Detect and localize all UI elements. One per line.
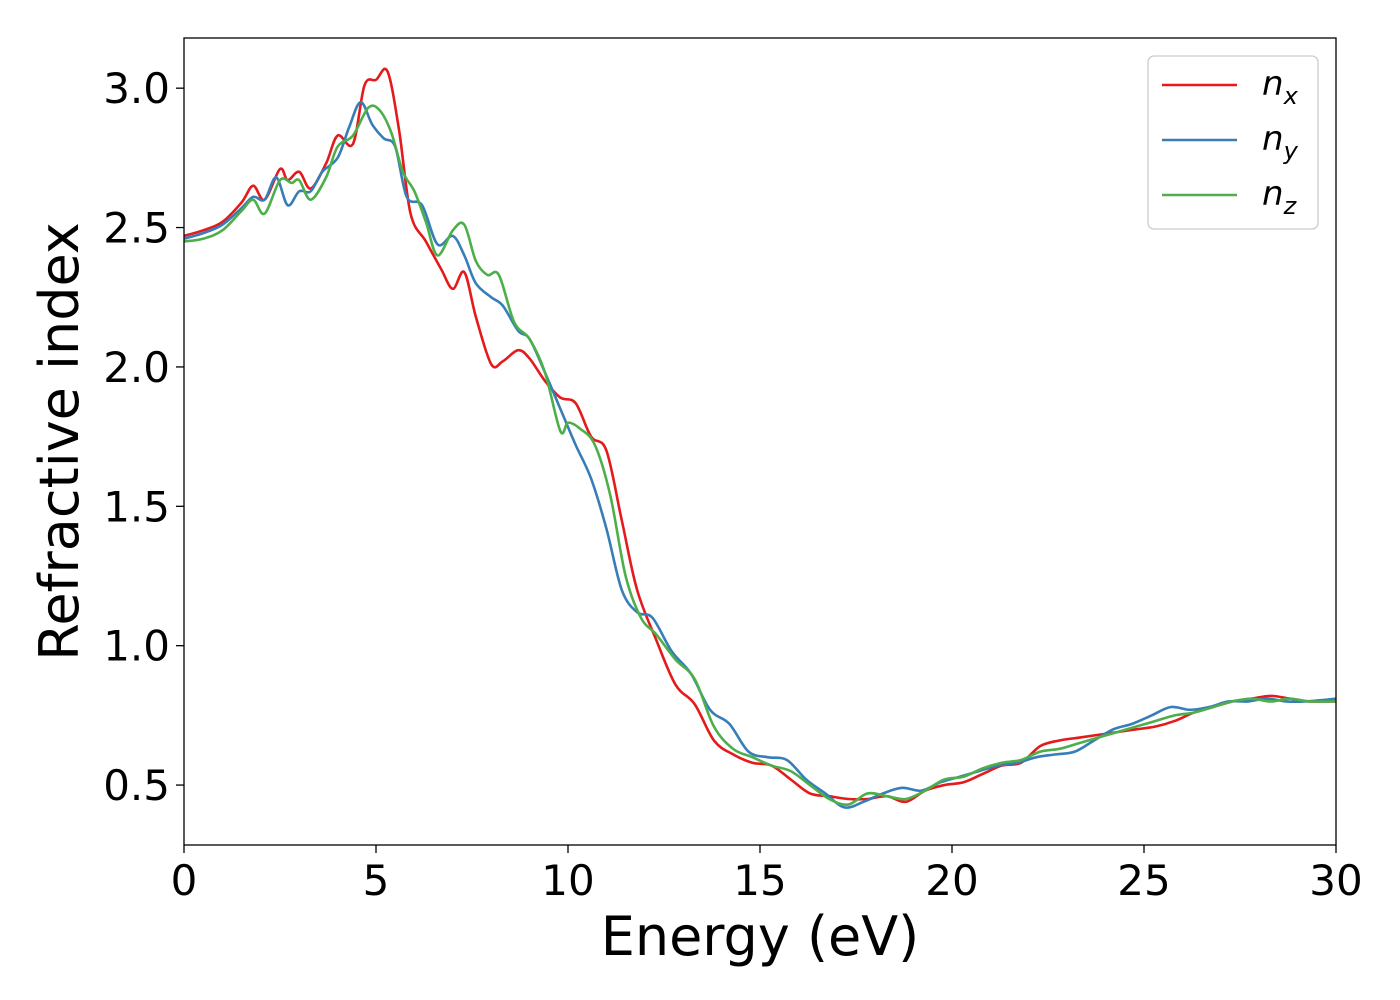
y-axis-title: Refractive index [28,222,91,661]
x-tick-label: 25 [1117,856,1170,905]
series-line-nz [184,104,1336,807]
x-tick-label: 0 [171,856,198,905]
x-axis-title: Energy (eV) [601,905,920,968]
series-line-ny [184,100,1336,809]
y-axis: 0.5 1.0 1.5 2.0 2.5 3.0 [103,64,184,810]
series-layer [184,67,1336,809]
y-tick-label: 2.0 [103,343,170,392]
x-tick-label: 10 [541,856,594,905]
y-tick-label: 2.5 [103,204,170,253]
legend-box [1147,55,1319,230]
y-tick-label: 1.0 [103,622,170,671]
y-tick-label: 0.5 [103,761,170,810]
x-tick-label: 20 [925,856,978,905]
x-axis: 0 5 10 15 20 25 30 [171,845,1363,905]
y-tick-label: 3.0 [103,64,170,113]
x-tick-label: 15 [733,856,786,905]
y-tick-label: 1.5 [103,482,170,531]
x-tick-label: 30 [1309,856,1362,905]
x-tick-label: 5 [363,856,390,905]
